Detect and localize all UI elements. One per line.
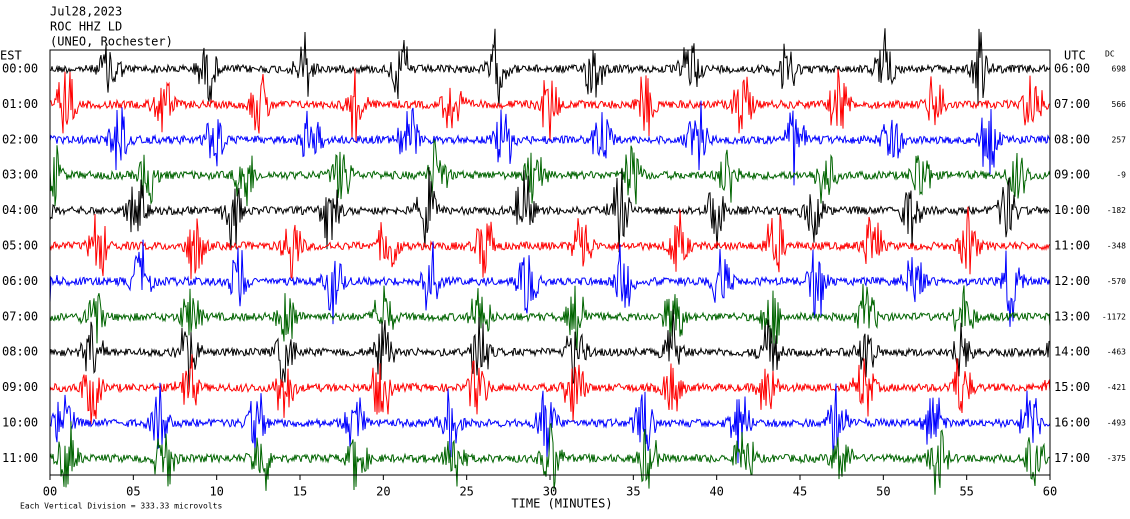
footer: Each Vertical Division = 333.33 microvol… xyxy=(20,502,222,511)
utc-title: UTC xyxy=(1064,49,1086,63)
seismic-trace xyxy=(49,309,1051,392)
seismic-trace xyxy=(49,354,1051,425)
seismic-trace xyxy=(49,206,1051,280)
x-tick-label: 00 xyxy=(43,485,57,499)
date: Jul28,2023 xyxy=(50,5,122,19)
x-tick-label: 50 xyxy=(876,485,890,499)
dc-title: DC xyxy=(1105,50,1115,59)
utc-label: 06:00 xyxy=(1054,62,1090,76)
seismic-trace xyxy=(49,167,1051,253)
dc-label: -1172 xyxy=(1102,312,1126,321)
dc-label: -421 xyxy=(1107,383,1126,392)
dc-label: -348 xyxy=(1107,242,1126,251)
dc-label: -9 xyxy=(1116,171,1126,180)
est-label: 09:00 xyxy=(2,380,38,394)
dc-label: -182 xyxy=(1107,206,1126,215)
x-tick-label: 10 xyxy=(209,485,223,499)
seismic-trace xyxy=(49,283,1051,353)
x-tick-label: 25 xyxy=(459,485,473,499)
utc-label: 17:00 xyxy=(1054,451,1090,465)
est-label: 06:00 xyxy=(2,274,38,288)
location: (UNEO, Rochester) xyxy=(50,35,173,49)
x-axis-title: TIME (MINUTES) xyxy=(511,497,612,511)
est-title: EST xyxy=(0,49,22,63)
x-tick-label: 60 xyxy=(1043,485,1057,499)
est-label: 05:00 xyxy=(2,239,38,253)
x-tick-label: 35 xyxy=(626,485,640,499)
utc-label: 13:00 xyxy=(1054,309,1090,323)
dc-label: -570 xyxy=(1107,277,1126,286)
est-label: 01:00 xyxy=(2,97,38,111)
seismic-trace xyxy=(49,382,1051,464)
utc-label: 16:00 xyxy=(1054,416,1090,430)
seismic-trace xyxy=(49,421,1051,495)
traces xyxy=(49,28,1051,495)
utc-label: 12:00 xyxy=(1054,274,1090,288)
utc-label: 10:00 xyxy=(1054,203,1090,217)
x-tick-label: 20 xyxy=(376,485,390,499)
utc-label: 11:00 xyxy=(1054,239,1090,253)
seismic-trace xyxy=(49,28,1051,107)
x-tick-label: 30 xyxy=(543,485,557,499)
seismic-trace xyxy=(49,138,1051,207)
x-tick-label: 45 xyxy=(793,485,807,499)
dc-label: -463 xyxy=(1107,348,1126,357)
utc-label: 14:00 xyxy=(1054,345,1090,359)
dc-label: -493 xyxy=(1107,419,1126,428)
dc-label: 698 xyxy=(1112,65,1127,74)
est-label: 00:00 xyxy=(2,62,38,76)
utc-label: 15:00 xyxy=(1054,380,1090,394)
est-label: 08:00 xyxy=(2,345,38,359)
est-label: 07:00 xyxy=(2,309,38,323)
dc-label: 566 xyxy=(1112,100,1127,109)
utc-label: 09:00 xyxy=(1054,168,1090,182)
est-label: 02:00 xyxy=(2,132,38,146)
est-label: 11:00 xyxy=(2,451,38,465)
x-tick-label: 40 xyxy=(709,485,723,499)
seismic-trace xyxy=(49,100,1051,186)
x-tick-label: 55 xyxy=(959,485,973,499)
dc-label: 257 xyxy=(1112,135,1127,144)
seismic-trace xyxy=(49,239,1051,327)
station: ROC HHZ LD xyxy=(50,20,122,34)
est-label: 10:00 xyxy=(2,416,38,430)
utc-label: 07:00 xyxy=(1054,97,1090,111)
x-tick-label: 15 xyxy=(293,485,307,499)
dc-label: -375 xyxy=(1107,454,1126,463)
est-label: 04:00 xyxy=(2,203,38,217)
x-tick-label: 05 xyxy=(126,485,140,499)
est-label: 03:00 xyxy=(2,168,38,182)
utc-label: 08:00 xyxy=(1054,132,1090,146)
